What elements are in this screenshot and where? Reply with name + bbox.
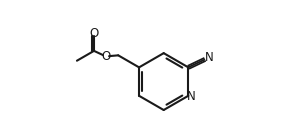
Text: O: O <box>89 27 98 40</box>
Text: N: N <box>205 51 213 64</box>
Text: N: N <box>187 90 196 103</box>
Text: O: O <box>101 50 111 63</box>
